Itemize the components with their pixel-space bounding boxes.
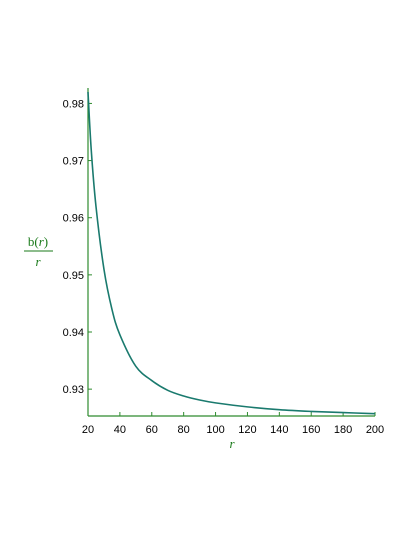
y-tick-label: 0.97 [63, 156, 84, 168]
x-axis-ticks: 20 40 60 80 100 120 140 160 180 200 [82, 412, 384, 436]
y-axis-label-numerator: b(r) [28, 234, 48, 249]
y-axis-ticks: 0.93 0.94 0.95 0.96 0.97 0.98 [63, 98, 92, 396]
y-tick-label: 0.95 [63, 270, 84, 282]
x-tick-label: 160 [302, 424, 320, 436]
y-tick-label: 0.93 [63, 384, 84, 396]
y-tick-label: 0.96 [63, 213, 84, 225]
y-tick-label: 0.98 [63, 98, 84, 110]
x-tick-label: 60 [146, 424, 158, 436]
x-tick-label: 40 [114, 424, 126, 436]
x-tick-label: 180 [334, 424, 352, 436]
series-line [87, 91, 376, 415]
x-tick-label: 120 [238, 424, 256, 436]
x-tick-label: 20 [82, 424, 94, 436]
x-tick-label: 80 [178, 424, 190, 436]
x-axis-label: r [229, 436, 235, 451]
x-tick-label: 100 [206, 424, 224, 436]
x-tick-label: 200 [366, 424, 384, 436]
axes [87, 88, 375, 417]
y-tick-label: 0.94 [63, 327, 84, 339]
x-tick-label: 140 [270, 424, 288, 436]
y-axis-label-denominator: r [35, 254, 41, 269]
y-axis-label: b(r) r [24, 234, 53, 269]
series-group [87, 91, 376, 415]
